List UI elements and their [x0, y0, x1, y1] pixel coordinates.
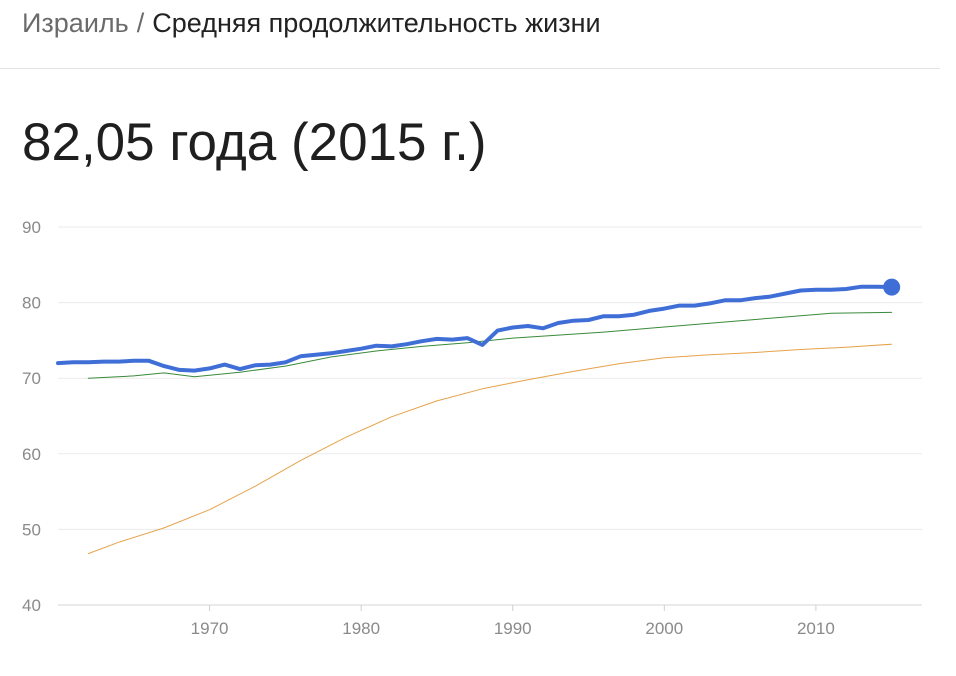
- x-tick-label: 1990: [494, 619, 532, 638]
- life-expectancy-chart: 40 50 60 70 80 90 1970 1980 1990 2000 2010: [22, 218, 922, 638]
- y-tick-label: 90: [22, 218, 41, 237]
- y-tick-label: 50: [22, 520, 41, 539]
- y-tick-label: 80: [22, 294, 41, 313]
- x-tick-label: 1970: [191, 619, 229, 638]
- series-line-comparison-2: [87, 343, 893, 555]
- x-tick-label: 2010: [797, 619, 835, 638]
- breadcrumb-separator: /: [136, 8, 145, 38]
- breadcrumb: Израиль / Средняя продолжительность жизни: [22, 8, 601, 39]
- series-line-comparison-1: [87, 311, 893, 379]
- y-tick-label: 70: [22, 369, 41, 388]
- breadcrumb-indicator: Средняя продолжительность жизни: [152, 8, 601, 38]
- last-value-point: [883, 278, 901, 296]
- y-tick-label: 40: [22, 596, 41, 615]
- x-tick-label: 2000: [645, 619, 683, 638]
- series-line-israel: [56, 284, 894, 373]
- current-value-headline: 82,05 года (2015 г.): [22, 113, 487, 172]
- y-tick-label: 60: [22, 445, 41, 464]
- breadcrumb-country-link[interactable]: Израиль: [22, 8, 129, 38]
- header: Израиль / Средняя продолжительность жизни: [0, 0, 940, 69]
- x-tick-label: 1980: [342, 619, 380, 638]
